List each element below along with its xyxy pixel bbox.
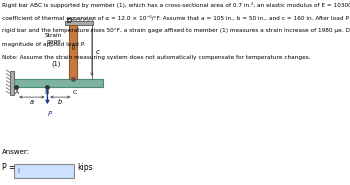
Text: i: i: [18, 168, 19, 174]
Text: Rigid bar ABC is supported by member (1), which has a cross-sectional area of 0.: Rigid bar ABC is supported by member (1)…: [2, 2, 350, 8]
Text: b: b: [58, 99, 62, 105]
Text: rigid bar and the temperature rises 50°F, a strain gage affixed to member (1) me: rigid bar and the temperature rises 50°F…: [2, 28, 350, 33]
Bar: [72, 45, 74, 49]
Text: C: C: [72, 90, 77, 95]
Text: coefficient of thermal expansion of α = 12.0 × 10⁻⁶/°F. Assume that a = 105 in.,: coefficient of thermal expansion of α = …: [2, 15, 350, 21]
FancyBboxPatch shape: [14, 164, 74, 178]
Text: D: D: [66, 18, 71, 24]
Text: P: P: [48, 111, 52, 117]
Bar: [65, 21, 93, 26]
Text: c: c: [96, 49, 100, 55]
Text: Strain
gage: Strain gage: [45, 33, 62, 44]
Text: Note: Assume the strain measuring system does not automatically compensate for t: Note: Assume the strain measuring system…: [2, 55, 310, 60]
Bar: [69, 26, 77, 79]
Text: kips: kips: [77, 163, 93, 172]
Text: a: a: [29, 99, 33, 105]
Text: P =: P =: [2, 163, 15, 172]
Text: B: B: [44, 90, 49, 95]
Text: Answer:: Answer:: [2, 149, 30, 155]
Text: A: A: [15, 90, 19, 95]
Text: magnitude of applied load P.: magnitude of applied load P.: [2, 42, 85, 47]
Bar: [9, 71, 14, 95]
Text: (1): (1): [51, 61, 60, 67]
Bar: [14, 79, 103, 87]
